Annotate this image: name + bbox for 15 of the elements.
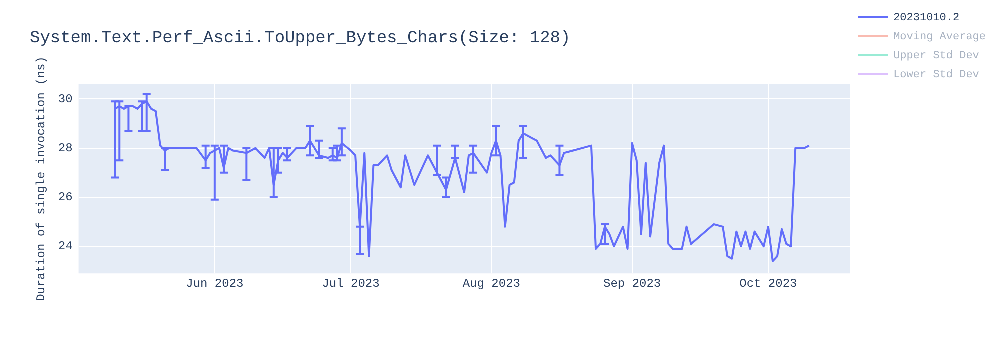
- chart-title: System.Text.Perf_Ascii.ToUpper_Bytes_Chars(Size: 128): [30, 30, 571, 49]
- legend-label: Moving Average: [894, 31, 986, 44]
- y-tick-label: 28: [58, 141, 73, 156]
- y-tick-label: 30: [58, 92, 73, 106]
- x-tick-label: Jul 2023: [322, 276, 380, 291]
- y-tick-label: 26: [58, 190, 73, 205]
- x-tick-label: Jun 2023: [186, 276, 244, 291]
- y-tick-label: 24: [58, 240, 73, 254]
- x-tick-label: Aug 2023: [462, 276, 520, 291]
- legend-label: 20231010.2: [894, 12, 960, 24]
- x-tick-label: Sep 2023: [604, 276, 662, 291]
- legend-label: Upper Std Dev: [894, 50, 980, 62]
- y-axis-title: Duration of single invocation (ns): [34, 56, 48, 302]
- x-tick-label: Oct 2023: [740, 276, 798, 291]
- legend-label: Lower Std Dev: [894, 69, 980, 82]
